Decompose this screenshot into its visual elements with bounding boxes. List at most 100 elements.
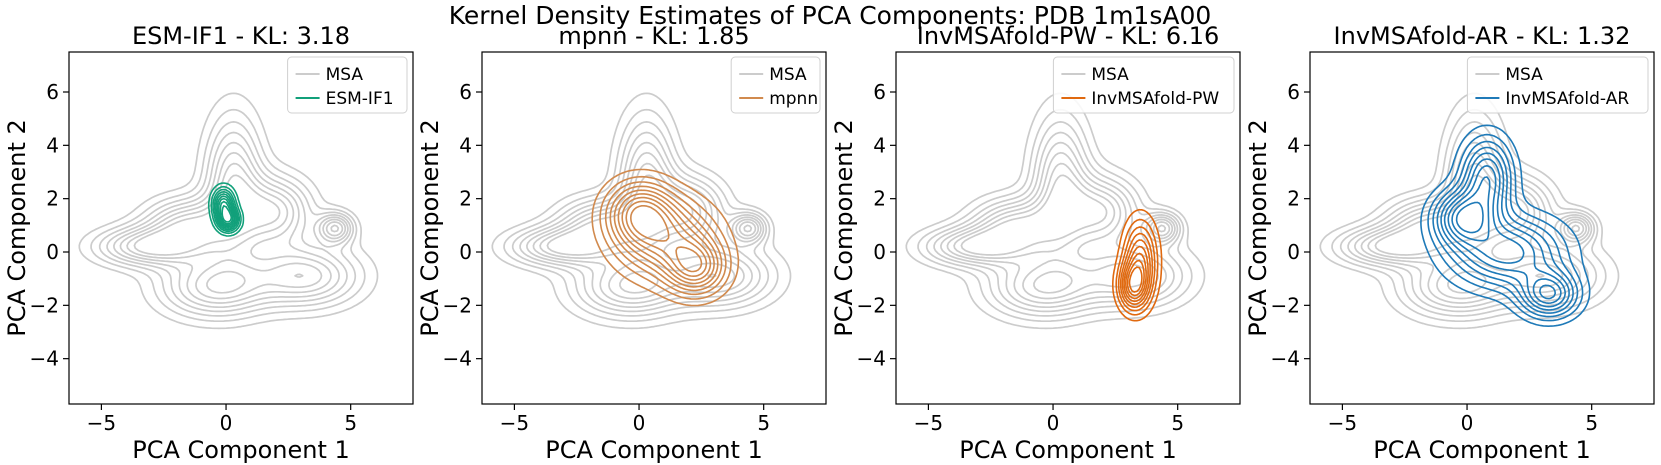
contour-mpnn-level-8 [625, 200, 708, 277]
y-tick-label: 0 [1287, 240, 1300, 264]
y-tick-label: −2 [1271, 293, 1300, 317]
y-tick-label: −2 [857, 293, 886, 317]
x-axis-label: PCA Component 1 [132, 436, 350, 464]
x-tick-label: 5 [344, 411, 357, 435]
legend-entry: ESM-IF1 [326, 89, 394, 109]
contour-msa-level-8 [1374, 174, 1581, 294]
contour-invmsafold-pw-level-5 [1121, 239, 1151, 305]
contour-msa-level-6 [119, 151, 347, 304]
contour-invmsafold-pw-level-7 [1125, 252, 1147, 300]
contour-msa-level-3 [511, 121, 770, 317]
contour-msa-level-2 [90, 108, 366, 323]
contour-esm-if1-level-3 [212, 188, 241, 233]
x-axis-label: PCA Component 1 [545, 436, 763, 464]
y-tick-label: 6 [459, 80, 472, 104]
y-tick-label: 2 [873, 187, 886, 211]
x-tick-label: 5 [1171, 411, 1184, 435]
y-tick-label: 0 [873, 240, 886, 264]
panel-title: InvMSAfold-AR - KL: 1.32 [1334, 22, 1631, 50]
legend: MSA ESM-IF1 [287, 56, 408, 114]
contour-invmsafold-ar-level-1 [1420, 124, 1591, 327]
y-tick-label: 2 [459, 187, 472, 211]
legend-entry: MSA [326, 65, 364, 85]
contour-invmsafold-ar-level-4 [1436, 146, 1574, 314]
contour-mpnn-level-6 [617, 193, 715, 285]
contour-invmsafold-pw-level-2 [1115, 218, 1159, 316]
y-axis-label: PCA Component 2 [416, 119, 444, 337]
contour-msa-level-1 [491, 92, 792, 330]
contour-invmsafold-ar-level-6 [1443, 158, 1566, 308]
contour-msa-level-1 [905, 92, 1206, 330]
contour-invmsafold-ar-level-5 [1440, 152, 1570, 311]
contour-msa-level-3 [98, 121, 357, 317]
contour-invmsafold-pw-level-3 [1117, 226, 1156, 312]
contour-layer [491, 92, 792, 330]
contour-invmsafold-pw-level-9 [1128, 266, 1143, 293]
contour-invmsafold-pw-level-8 [1126, 259, 1145, 297]
contour-layer [905, 92, 1206, 330]
x-tick-label: −5 [500, 411, 529, 435]
contour-invmsafold-ar-level-2 [1427, 133, 1584, 322]
y-tick-label: 4 [1287, 133, 1300, 157]
y-tick-label: 4 [46, 133, 59, 157]
legend-entry: MSA [769, 65, 807, 85]
y-tick-label: 4 [873, 133, 886, 157]
legend-entry: MSA [1091, 65, 1129, 85]
y-axis-label: PCA Component 2 [830, 119, 858, 337]
chart-panel-4: −5 0 5 −4 −2 0 2 4 6 InvMSAfold-AR - KL: 1.32 PCA … [1244, 22, 1655, 464]
x-axis-label: PCA Component 1 [959, 436, 1177, 464]
y-tick-label: 6 [1287, 80, 1300, 104]
contour-esm-if1-level-6 [216, 195, 236, 228]
x-tick-label: −5 [87, 411, 116, 435]
y-tick-label: 4 [459, 133, 472, 157]
legend-entry: InvMSAfold-AR [1505, 89, 1629, 109]
figure-title: Kernel Density Estimates of PCA Componen… [449, 1, 1212, 30]
contour-esm-if1-level-1 [207, 182, 245, 237]
x-tick-label: 0 [220, 411, 233, 435]
x-tick-label: −5 [914, 411, 943, 435]
contour-msa-level-4 [519, 131, 765, 313]
y-tick-label: −4 [1271, 347, 1300, 371]
y-tick-label: 2 [46, 187, 59, 211]
contour-esm-if1-level-4 [213, 191, 239, 231]
x-tick-label: −5 [1328, 411, 1357, 435]
contour-msa-level-5 [526, 141, 762, 309]
contour-msa-level-5 [940, 141, 1176, 309]
contour-esm-if1-level-7 [218, 197, 235, 227]
contour-invmsafold-ar-level-3 [1432, 140, 1579, 318]
x-tick-label: 5 [757, 411, 770, 435]
legend: MSA mpnn [730, 56, 821, 114]
axes-frame [481, 51, 827, 405]
legend: MSA InvMSAfold-PW [1052, 56, 1235, 114]
contour-esm-if1-level-5 [215, 193, 238, 229]
y-tick-label: 6 [873, 80, 886, 104]
x-axis-label: PCA Component 1 [1373, 436, 1591, 464]
contour-msa-level-1 [1319, 92, 1620, 330]
contour-mpnn-level-5 [613, 189, 719, 288]
y-tick-label: −2 [30, 293, 59, 317]
chart-panel-3: −5 0 5 −4 −2 0 2 4 6 InvMSAfold-PW - KL: 6.16 PCA … [830, 22, 1241, 464]
x-tick-label: 0 [1047, 411, 1060, 435]
y-tick-label: −2 [443, 293, 472, 317]
x-tick-label: 5 [1585, 411, 1598, 435]
contour-mpnn-level-4 [609, 185, 723, 292]
y-axis-label: PCA Component 2 [3, 119, 31, 337]
y-tick-label: 0 [46, 240, 59, 264]
axes-frame [895, 51, 1241, 405]
contour-invmsafold-pw-level-4 [1119, 232, 1154, 308]
legend-box [1466, 56, 1649, 114]
y-tick-label: −4 [30, 347, 59, 371]
chart-panels: −5 0 5 −4 −2 0 2 4 6 ESM-IF1 - KL: 3.18 PCA Compon… [3, 22, 1655, 464]
contour-msa-level-5 [113, 141, 349, 309]
x-tick-label: 0 [1461, 411, 1474, 435]
contour-msa-level-1 [78, 92, 379, 330]
panel-title: ESM-IF1 - KL: 3.18 [132, 22, 350, 50]
contour-layer [1319, 92, 1620, 330]
y-tick-label: 2 [1287, 187, 1300, 211]
chart-panel-2: −5 0 5 −4 −2 0 2 4 6 mpnn - KL: 1.85 PCA Component… [416, 22, 827, 464]
contour-mpnn-level-9 [630, 205, 703, 273]
contour-msa-level-2 [1331, 108, 1607, 323]
contour-invmsafold-ar-level-8 [1451, 176, 1556, 300]
legend-entry: MSA [1505, 65, 1543, 85]
